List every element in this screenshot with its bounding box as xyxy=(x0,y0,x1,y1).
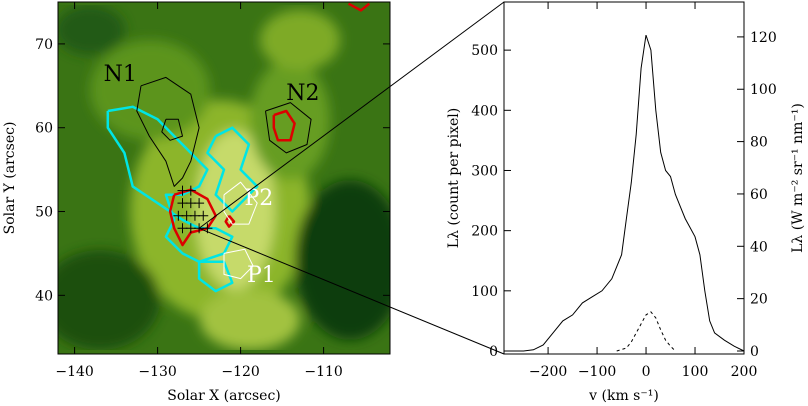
region-label-n1: N1 xyxy=(104,62,137,87)
profile-left-y-tick-label: 200 xyxy=(471,224,498,240)
contour-line xyxy=(223,181,258,225)
map-y-axis-title: Solar Y (arcsec) xyxy=(2,122,18,235)
profile-right-y-tick-label: 60 xyxy=(750,187,768,203)
region-label-p1: P1 xyxy=(247,263,276,288)
region-label-n2: N2 xyxy=(286,81,319,106)
cross-marker xyxy=(185,185,196,196)
map-y-tick-label: 40 xyxy=(35,288,53,304)
profile-frame xyxy=(503,1,745,355)
profile-right-y-tick-label: 20 xyxy=(750,292,768,308)
zoom-connector-lines xyxy=(198,1,505,355)
map-intensity xyxy=(58,5,390,350)
contour-line xyxy=(272,109,296,142)
contour-line xyxy=(347,2,371,12)
cross-marker xyxy=(198,210,209,221)
profile-left-y-tick-label: 100 xyxy=(471,284,498,300)
profile-left-y-tick-label: 400 xyxy=(471,103,498,119)
profile-x-tick-label: 200 xyxy=(731,364,758,380)
contour-line xyxy=(223,248,254,280)
map-axes: −140 −130 −120 −110 40 50 60 70 xyxy=(35,2,390,380)
profile-axes: −200 −100 0 100 200 0 100 200 300 400 500 0 20 40 60 80… xyxy=(471,2,777,380)
zoom-line-top xyxy=(198,1,505,229)
profile-right-y-tick-label: 80 xyxy=(750,135,768,151)
map-y-tick-label: 70 xyxy=(35,37,53,53)
map-x-tick-label: −130 xyxy=(138,364,176,380)
map-x-tick-label: −140 xyxy=(55,364,93,380)
profile-left-y-tick-label: 0 xyxy=(489,344,498,360)
zoom-line-bottom xyxy=(198,227,505,355)
cross-markers xyxy=(173,185,213,234)
map-y-tick-label: 50 xyxy=(35,205,53,221)
map-frame xyxy=(57,1,391,355)
map-x-tick-label: −110 xyxy=(304,364,342,380)
map-x-axis-title: Solar X (arcsec) xyxy=(167,388,281,404)
profile-solid-line xyxy=(508,34,745,352)
contour-line xyxy=(136,76,200,187)
profile-series xyxy=(508,34,745,352)
profile-x-tick-label: 0 xyxy=(642,364,651,380)
contour-line xyxy=(197,260,234,293)
contour-line xyxy=(161,118,183,141)
profile-right-y-tick-label: 0 xyxy=(750,344,759,360)
region-labels: N1 N2 P2 P1 xyxy=(104,62,320,288)
map-x-tick-label: −120 xyxy=(221,364,259,380)
profile-x-tick-label: −200 xyxy=(529,364,567,380)
profile-right-y-axis-title: Lλ (W m⁻² sr⁻¹ nm⁻¹) xyxy=(790,103,806,253)
profile-x-tick-label: −100 xyxy=(578,364,616,380)
solar-map-panel: −140 −130 −120 −110 40 50 60 70 N1 N2 P2 P1 Solar … xyxy=(2,1,391,404)
contour-line xyxy=(206,126,259,213)
profile-left-y-tick-label: 300 xyxy=(471,163,498,179)
profile-right-y-tick-label: 120 xyxy=(750,30,777,46)
profile-left-y-tick-label: 500 xyxy=(471,43,498,59)
profile-x-axis-title: v (km s⁻¹) xyxy=(588,388,659,404)
line-profile-panel: −200 −100 0 100 200 0 100 200 300 400 500 0 20 40 60 80… xyxy=(446,1,806,404)
profile-left-y-axis-title: Lλ (count per pixel) xyxy=(446,108,462,248)
profile-x-tick-label: 100 xyxy=(682,364,709,380)
contour-line xyxy=(106,105,234,264)
contour-line xyxy=(224,214,236,228)
region-label-p2: P2 xyxy=(244,186,273,211)
contour-line xyxy=(265,102,312,154)
profile-right-y-tick-label: 40 xyxy=(750,239,768,255)
map-y-tick-label: 60 xyxy=(35,121,53,137)
profile-right-y-tick-label: 100 xyxy=(750,82,777,98)
cross-marker xyxy=(194,198,205,209)
